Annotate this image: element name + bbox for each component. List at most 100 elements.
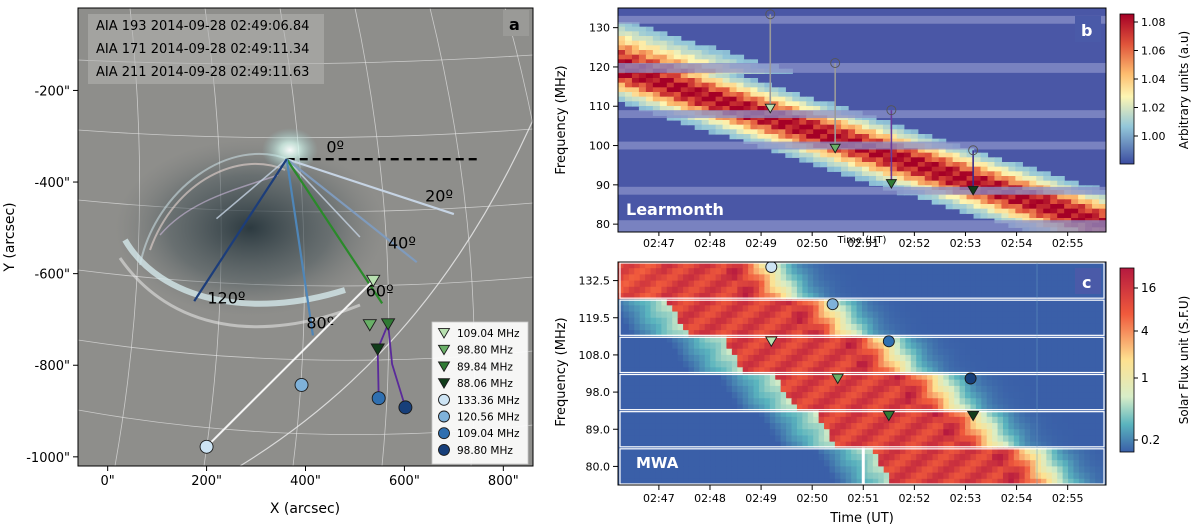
spectrogram-cell bbox=[1008, 336, 1015, 344]
spectrogram-cell bbox=[721, 336, 728, 344]
spectrogram-cell bbox=[841, 124, 849, 130]
spectrogram-cell bbox=[666, 305, 673, 313]
spectrogram-cell bbox=[1035, 280, 1042, 288]
spectrogram-cell bbox=[910, 317, 917, 325]
spectrogram-cell bbox=[943, 404, 950, 412]
spectrogram-cell bbox=[997, 354, 1004, 362]
spectrogram-cell bbox=[970, 460, 977, 468]
spectrogram-cell bbox=[986, 292, 993, 300]
spectrogram-cell bbox=[693, 404, 700, 412]
spectrogram-cell bbox=[840, 336, 847, 344]
spectrogram-cell bbox=[618, 292, 625, 300]
spectrogram-cell bbox=[661, 441, 668, 449]
spectrogram-cell bbox=[1068, 454, 1075, 461]
spectrogram-cell bbox=[1030, 454, 1037, 461]
spectrogram-cell bbox=[618, 286, 625, 294]
spectrogram-cell bbox=[813, 120, 821, 126]
spectrogram-cell bbox=[845, 323, 852, 331]
spectrogram-cell bbox=[829, 410, 836, 418]
spectrogram-cell bbox=[927, 274, 934, 282]
spectrogram-cell bbox=[769, 447, 776, 455]
spectrogram-cell bbox=[997, 367, 1004, 375]
spectrogram-cell bbox=[829, 398, 836, 406]
spectrogram-cell bbox=[818, 410, 825, 418]
spectrogram-cell bbox=[721, 478, 728, 485]
spectrogram-cell bbox=[645, 392, 652, 399]
spectrogram-cell bbox=[726, 404, 733, 412]
spectrogram-cell bbox=[736, 96, 745, 102]
spectrogram-cell bbox=[938, 138, 947, 144]
spectrogram-cell bbox=[813, 157, 821, 163]
spectrogram-cell bbox=[687, 78, 696, 84]
spectrogram-cell bbox=[848, 152, 856, 158]
spectrogram-cell bbox=[851, 286, 858, 294]
spectrogram-cell bbox=[1068, 466, 1075, 474]
spectrogram-cell bbox=[1019, 330, 1026, 337]
spectrogram-cell bbox=[910, 447, 917, 455]
spectrogram-cell bbox=[624, 82, 633, 88]
spectrogram-cell bbox=[862, 262, 869, 269]
spectrogram-cell bbox=[981, 299, 988, 306]
spectrogram-cell bbox=[840, 416, 847, 424]
spectrogram-cell bbox=[943, 361, 950, 368]
spectrogram-cell bbox=[824, 361, 831, 368]
spectrogram-cell bbox=[910, 262, 917, 269]
spectrogram-cell bbox=[666, 447, 673, 455]
spectrogram-cell bbox=[778, 101, 786, 107]
spectrogram-cell bbox=[1046, 348, 1053, 356]
spectrogram-cell bbox=[628, 478, 635, 485]
spectrogram-cell bbox=[1046, 317, 1053, 325]
spectrogram-cell bbox=[986, 323, 993, 331]
spectrogram-cell bbox=[1013, 466, 1020, 474]
spectrogram-cell bbox=[758, 330, 765, 337]
spectrogram-cell bbox=[1013, 398, 1020, 406]
spectrogram-cell bbox=[883, 404, 890, 412]
spectrogram-cell bbox=[834, 423, 841, 430]
spectrogram-cell bbox=[780, 410, 787, 418]
spectrogram-cell bbox=[721, 416, 728, 424]
spectrogram-cell bbox=[872, 466, 879, 474]
spectrogram-cell bbox=[1013, 299, 1020, 306]
spectrogram-cell bbox=[862, 138, 870, 144]
spectrogram-cell bbox=[959, 454, 966, 461]
spectrogram-cell bbox=[726, 373, 733, 381]
spectrogram-cell bbox=[748, 429, 755, 437]
spectrogram-cell bbox=[1062, 274, 1069, 282]
spectrogram-cell bbox=[1084, 435, 1091, 443]
spectrogram-cell bbox=[1078, 478, 1085, 485]
spectrogram-cell bbox=[1022, 199, 1030, 205]
spectrogram-cell bbox=[1057, 478, 1064, 485]
spectrogram-cell bbox=[975, 342, 982, 350]
spectrogram-cell bbox=[889, 392, 896, 399]
spectrogram-cell bbox=[1051, 441, 1058, 449]
spectrogram-cell bbox=[650, 423, 657, 430]
spectrogram-cell bbox=[975, 268, 982, 275]
spectrogram-cell bbox=[757, 96, 765, 102]
spectrogram-cell bbox=[802, 478, 809, 485]
spectrogram-cell bbox=[1051, 435, 1058, 443]
spectrogram-cell bbox=[722, 82, 731, 88]
spectrogram-cell bbox=[824, 323, 831, 331]
spectrogram-cell bbox=[750, 82, 759, 88]
spectrogram-cell bbox=[813, 286, 820, 294]
spectrogram-cell bbox=[638, 40, 647, 46]
spectrogram-cell bbox=[1089, 447, 1096, 455]
spectrogram-cell bbox=[1040, 429, 1047, 437]
spectrogram-cell bbox=[840, 385, 847, 393]
spectrogram-cell bbox=[862, 129, 870, 135]
spectrogram-cell bbox=[827, 148, 835, 154]
spectrogram-cell bbox=[948, 441, 955, 449]
spectrogram-cell bbox=[1057, 379, 1064, 387]
spectrogram-cell bbox=[715, 379, 722, 387]
y-tick-label: -800" bbox=[35, 359, 70, 374]
spectrogram-cell bbox=[872, 379, 879, 387]
x-tick-label: 200" bbox=[191, 474, 222, 489]
spectrogram-cell bbox=[645, 31, 654, 37]
spectrogram-cell bbox=[1068, 354, 1075, 362]
spectrogram-cell bbox=[680, 82, 689, 88]
annotation-box bbox=[88, 14, 324, 84]
spectrogram-cell bbox=[1040, 460, 1047, 468]
spectrogram-cell bbox=[655, 392, 662, 399]
spectrogram-cell bbox=[737, 385, 744, 393]
spectrogram-cell bbox=[796, 361, 803, 368]
